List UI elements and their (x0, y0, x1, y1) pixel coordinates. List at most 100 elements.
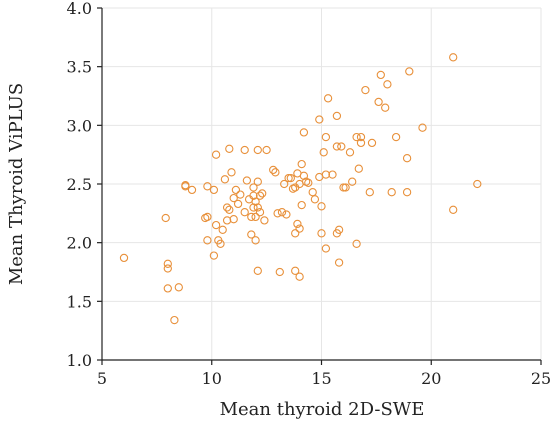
data-point (332, 111, 342, 121)
data-point (216, 239, 225, 248)
data-point (161, 213, 170, 223)
data-point (269, 165, 278, 175)
data-point (163, 284, 172, 293)
data-point (391, 132, 401, 142)
data-point (282, 210, 291, 219)
data-point (203, 182, 212, 191)
data-point (339, 183, 348, 192)
data-point (225, 144, 234, 153)
data-point (225, 205, 234, 214)
data-point (328, 170, 337, 179)
data-point (187, 185, 197, 195)
y-tick-label: 4.0 (67, 0, 92, 18)
data-point (402, 154, 412, 163)
data-point (321, 132, 331, 142)
data-point (308, 188, 317, 197)
data-point (304, 178, 313, 187)
data-point (299, 128, 309, 137)
data-point (405, 67, 414, 76)
data-point (361, 85, 370, 95)
data-point (473, 179, 482, 189)
data-point (170, 315, 179, 325)
x-tick-group: 5 10 15 20 25 (97, 360, 550, 388)
data-point (449, 205, 458, 214)
data-point (231, 185, 241, 195)
data-point (229, 215, 238, 224)
data-point (271, 168, 280, 177)
x-tick-label: 10 (202, 369, 222, 388)
data-point (449, 53, 458, 62)
data-point (249, 183, 258, 192)
data-point (383, 80, 392, 89)
data-point (253, 266, 262, 275)
data-point (293, 219, 302, 229)
data-point (317, 229, 326, 238)
data-point (253, 145, 262, 155)
data-point (291, 266, 300, 275)
data-point (299, 171, 309, 180)
data-point (354, 164, 363, 173)
data-point (211, 150, 221, 159)
data-point (220, 175, 230, 184)
data-point (249, 203, 258, 212)
data-point (332, 142, 342, 151)
data-point (262, 145, 271, 155)
data-point (376, 70, 385, 80)
data-point (291, 229, 300, 238)
y-tick-label: 3.0 (67, 116, 92, 135)
data-point (319, 148, 328, 157)
data-point (341, 183, 350, 192)
data-point (227, 168, 236, 177)
y-axis-title: Mean Thyroid ViPLUS (6, 83, 27, 285)
data-point (332, 229, 342, 238)
data-point (387, 188, 396, 197)
data-point (348, 177, 357, 186)
data-point (295, 272, 304, 281)
data-point (345, 148, 355, 157)
data-point (236, 190, 245, 199)
data-point (323, 94, 333, 103)
data-point (209, 251, 219, 260)
data-point (203, 236, 212, 245)
data-point (251, 236, 260, 245)
x-tick-label: 20 (421, 369, 441, 388)
data-point (337, 142, 346, 151)
data-point (280, 179, 289, 189)
data-point (240, 145, 249, 155)
data-point (260, 216, 269, 225)
data-point (317, 202, 326, 211)
data-point (251, 212, 260, 222)
data-point (181, 182, 190, 191)
data-point (381, 103, 390, 112)
data-point (174, 283, 183, 292)
data-point (253, 177, 262, 186)
data-point (222, 203, 232, 212)
data-point (286, 173, 295, 183)
data-point (275, 267, 284, 277)
data-point (249, 191, 258, 200)
data-point (418, 123, 427, 132)
data-point (356, 132, 366, 142)
data-point (255, 191, 265, 200)
data-point (242, 176, 252, 185)
data-point (284, 173, 293, 183)
data-point (229, 193, 238, 203)
data-point (402, 188, 412, 197)
y-tick-label: 2.0 (67, 234, 92, 253)
y-tick-label: 3.5 (67, 58, 92, 77)
data-point (352, 239, 361, 248)
data-point (321, 244, 331, 253)
grid-lines (101, 7, 542, 361)
data-point (222, 216, 232, 225)
data-point (211, 220, 221, 230)
data-point (297, 200, 306, 210)
data-point (218, 225, 227, 234)
data-points (119, 53, 482, 325)
data-point (352, 132, 361, 142)
y-tick-group: 1.0 1.5 2.0 2.5 3.0 3.5 4.0 (67, 0, 102, 370)
x-tick-label: 15 (311, 369, 331, 388)
data-point (374, 97, 383, 107)
data-point (273, 209, 282, 218)
data-point (163, 259, 172, 268)
